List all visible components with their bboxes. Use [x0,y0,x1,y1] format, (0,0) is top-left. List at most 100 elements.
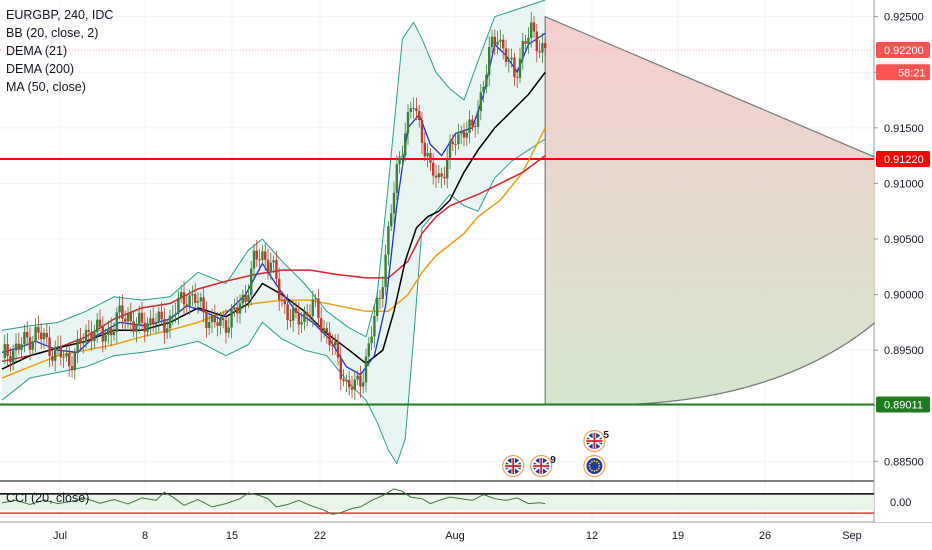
candle [328,322,331,352]
candle [54,340,57,372]
candle-body [362,382,365,387]
candle-body [115,312,118,332]
candle-body [84,329,88,343]
uk-flag-event-icon: 9 [530,454,556,478]
candle [468,110,471,144]
candle [493,29,496,55]
candle-body [460,131,463,134]
candle-body [182,292,186,305]
time-tick-label: 26 [759,530,771,542]
candle [115,307,118,344]
candle [322,320,326,338]
legend-ma50[interactable]: MA (50, close) [6,80,86,94]
price-axis[interactable]: 0.925000.920000.915000.910000.905000.900… [874,0,932,522]
candle-body [513,57,516,78]
candle [339,346,342,391]
candle [353,370,356,401]
candle-body [521,41,524,59]
candle-body [348,379,351,388]
candle [370,325,373,351]
candle [429,148,432,171]
candle-body [289,320,292,322]
candle-body [493,36,496,45]
candle-body [334,341,337,346]
candle [392,181,396,225]
candle [331,334,334,356]
candle-body [23,331,26,345]
price-tag-label: 0.89011 [884,400,923,412]
candle [216,311,219,337]
candle-body [283,299,286,305]
candle [406,104,410,145]
candle [378,290,382,310]
cci-legend[interactable]: CCI (20, close) [6,491,90,505]
candle-body [244,294,247,302]
candle-body [303,312,306,323]
candle [437,164,440,183]
candle [90,320,93,351]
candle-body [317,298,320,319]
candle [28,327,32,361]
candle-body [68,353,71,367]
candle [336,333,340,366]
candle [325,322,328,344]
candle-body [468,119,471,133]
candle-body [126,312,130,322]
candle [140,302,144,331]
legend-dema21[interactable]: DEMA (21) [6,44,68,58]
time-axis[interactable]: Jul 8 15 22 Aug 12 19 26 Sep [53,530,862,542]
candle-body [247,295,250,302]
candle [300,311,303,334]
candle-body [230,309,233,328]
economic-events[interactable]: 59 [502,429,610,478]
candle-body [275,260,278,279]
candle-body [331,345,334,347]
candle-body [297,312,300,325]
candle [538,40,541,58]
candle-body [286,304,289,321]
candle-body [280,299,284,301]
candle-body [350,387,354,390]
candle [84,324,88,349]
candle [233,298,236,317]
candle-body [48,337,51,357]
candle-body [311,299,314,317]
price-tick-label: 0.89500 [884,345,924,357]
candle [496,30,499,54]
candle [443,166,446,186]
candle-body [219,318,222,326]
candle [527,27,530,54]
legend-dema200[interactable]: DEMA (200) [6,62,75,76]
candle-body [476,110,480,127]
candle [219,311,222,335]
candle-body [356,375,359,380]
price-tag: 58:21 [876,64,930,81]
candle [101,316,104,353]
legend-symbol[interactable]: EURGBP, 240, IDC [6,8,114,22]
event-count: 9 [550,455,556,466]
candle [362,371,365,394]
horizontal-levels[interactable] [0,49,874,406]
candle-body [474,126,477,128]
candle [541,33,544,64]
candle [524,34,527,51]
legend-bb[interactable]: BB (20, close, 2) [6,26,99,40]
candle [471,114,474,131]
candle-body [163,319,166,333]
cci-band [0,493,874,511]
candle-body [110,328,113,336]
candle-body [152,318,155,325]
candle [70,356,74,378]
uk-flag-event-icon [502,454,525,478]
candle [23,324,26,353]
candle [390,204,393,232]
candle [462,123,466,147]
candle [409,101,412,119]
candle [174,303,177,323]
candle [507,48,510,73]
candle [34,318,37,353]
candle [535,23,538,63]
candle-body [138,312,141,325]
candle-body [432,162,435,176]
